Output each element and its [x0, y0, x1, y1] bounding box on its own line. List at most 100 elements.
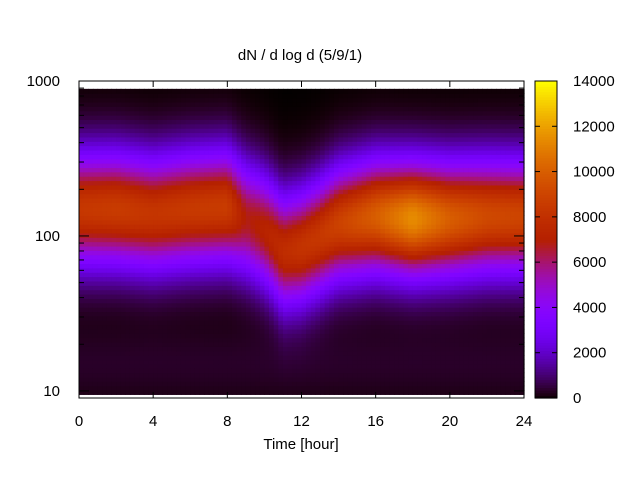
heatmap-cell [329, 385, 335, 391]
heatmap-cell [380, 276, 386, 282]
heatmap-cell [324, 132, 330, 138]
heatmap-cell [167, 298, 173, 304]
heatmap-cell [357, 141, 363, 147]
heatmap-cell [361, 145, 367, 151]
heatmap-cell [273, 206, 279, 212]
heatmap-cell [398, 97, 405, 103]
heatmap-cell [92, 128, 99, 134]
heatmap-cell [106, 119, 113, 125]
heatmap-cell [162, 206, 168, 212]
heatmap-cell [111, 202, 117, 208]
heatmap-cell [361, 280, 367, 286]
heatmap-cell [273, 381, 279, 387]
heatmap-cell [375, 149, 381, 155]
heatmap-cell [338, 136, 344, 142]
heatmap-cell [357, 237, 363, 243]
heatmap-cell [255, 254, 261, 260]
heatmap-cell [88, 355, 94, 361]
heatmap-cell [102, 254, 108, 260]
heatmap-cell [398, 363, 405, 369]
heatmap-cell [296, 245, 303, 251]
heatmap-cell [88, 115, 94, 120]
heatmap-cell [264, 110, 270, 116]
heatmap-cell [79, 106, 85, 112]
heatmap-cell [292, 302, 298, 308]
heatmap-cell [241, 106, 247, 112]
heatmap-cell [241, 193, 247, 199]
heatmap-cell [389, 184, 395, 190]
heatmap-cell [389, 302, 395, 308]
heatmap-cell [264, 237, 270, 243]
heatmap-cell [143, 276, 150, 282]
heatmap-cell [343, 202, 349, 208]
heatmap-cell [394, 158, 400, 164]
heatmap-cell [389, 285, 395, 291]
heatmap-cell [139, 293, 145, 299]
heatmap-cell [338, 132, 344, 138]
heatmap-cell [306, 158, 312, 164]
heatmap-cell [371, 136, 377, 142]
heatmap-cell [384, 88, 391, 94]
heatmap-cell [97, 259, 103, 265]
heatmap-cell [315, 128, 321, 134]
heatmap-cell [148, 333, 154, 339]
heatmap-cell [116, 390, 122, 395]
heatmap-cell [273, 346, 279, 352]
heatmap-cell [134, 163, 140, 168]
heatmap-cell [199, 307, 205, 313]
heatmap-cell [371, 341, 377, 347]
heatmap-cell [380, 211, 386, 217]
heatmap-cell [371, 333, 377, 339]
heatmap-cell [111, 171, 117, 177]
heatmap-cell [134, 328, 140, 334]
heatmap-cell [287, 320, 293, 326]
heatmap-cell [259, 110, 266, 116]
heatmap-cell [213, 320, 219, 326]
heatmap-cell [282, 250, 289, 256]
heatmap-cell [357, 307, 363, 313]
heatmap-cell [236, 237, 242, 243]
heatmap-cell [245, 163, 252, 168]
heatmap-cell [306, 232, 312, 238]
heatmap-cell [236, 267, 242, 273]
heatmap-cell [92, 206, 99, 212]
heatmap-cell [389, 324, 395, 330]
heatmap-cell [282, 101, 289, 107]
heatmap-cell [371, 219, 377, 225]
heatmap-cell [324, 315, 330, 321]
heatmap-cell [199, 390, 205, 395]
heatmap-cell [259, 197, 266, 203]
heatmap-cell [306, 171, 312, 177]
heatmap-cell [125, 154, 131, 160]
heatmap-cell [167, 228, 173, 234]
heatmap-cell [403, 163, 409, 168]
heatmap-cell [208, 320, 215, 326]
heatmap-cell [194, 285, 201, 291]
heatmap-cell [125, 302, 131, 308]
heatmap-cell [231, 381, 238, 387]
heatmap-cell [218, 320, 224, 326]
heatmap-cell [83, 197, 89, 203]
heatmap-cell [310, 263, 317, 269]
heatmap-cell [199, 219, 205, 225]
heatmap-cell [315, 350, 321, 356]
heatmap-cell [250, 141, 256, 147]
heatmap-cell [88, 254, 94, 260]
heatmap-cell [255, 328, 261, 334]
heatmap-cell [83, 390, 89, 395]
heatmap-cell [208, 337, 215, 343]
heatmap-cell [231, 176, 238, 182]
heatmap-cell [287, 128, 293, 134]
heatmap-cell [148, 158, 154, 164]
heatmap-cell [171, 328, 177, 334]
heatmap-cell [227, 184, 233, 190]
heatmap-cell [116, 206, 122, 212]
heatmap-cell [278, 368, 284, 374]
heatmap-cell [296, 381, 303, 387]
heatmap-cell [255, 263, 261, 269]
heatmap-cell [278, 101, 284, 107]
heatmap-cell [129, 123, 136, 129]
heatmap-cell [301, 363, 307, 369]
heatmap-cell [134, 110, 140, 116]
heatmap-cell [245, 272, 252, 278]
